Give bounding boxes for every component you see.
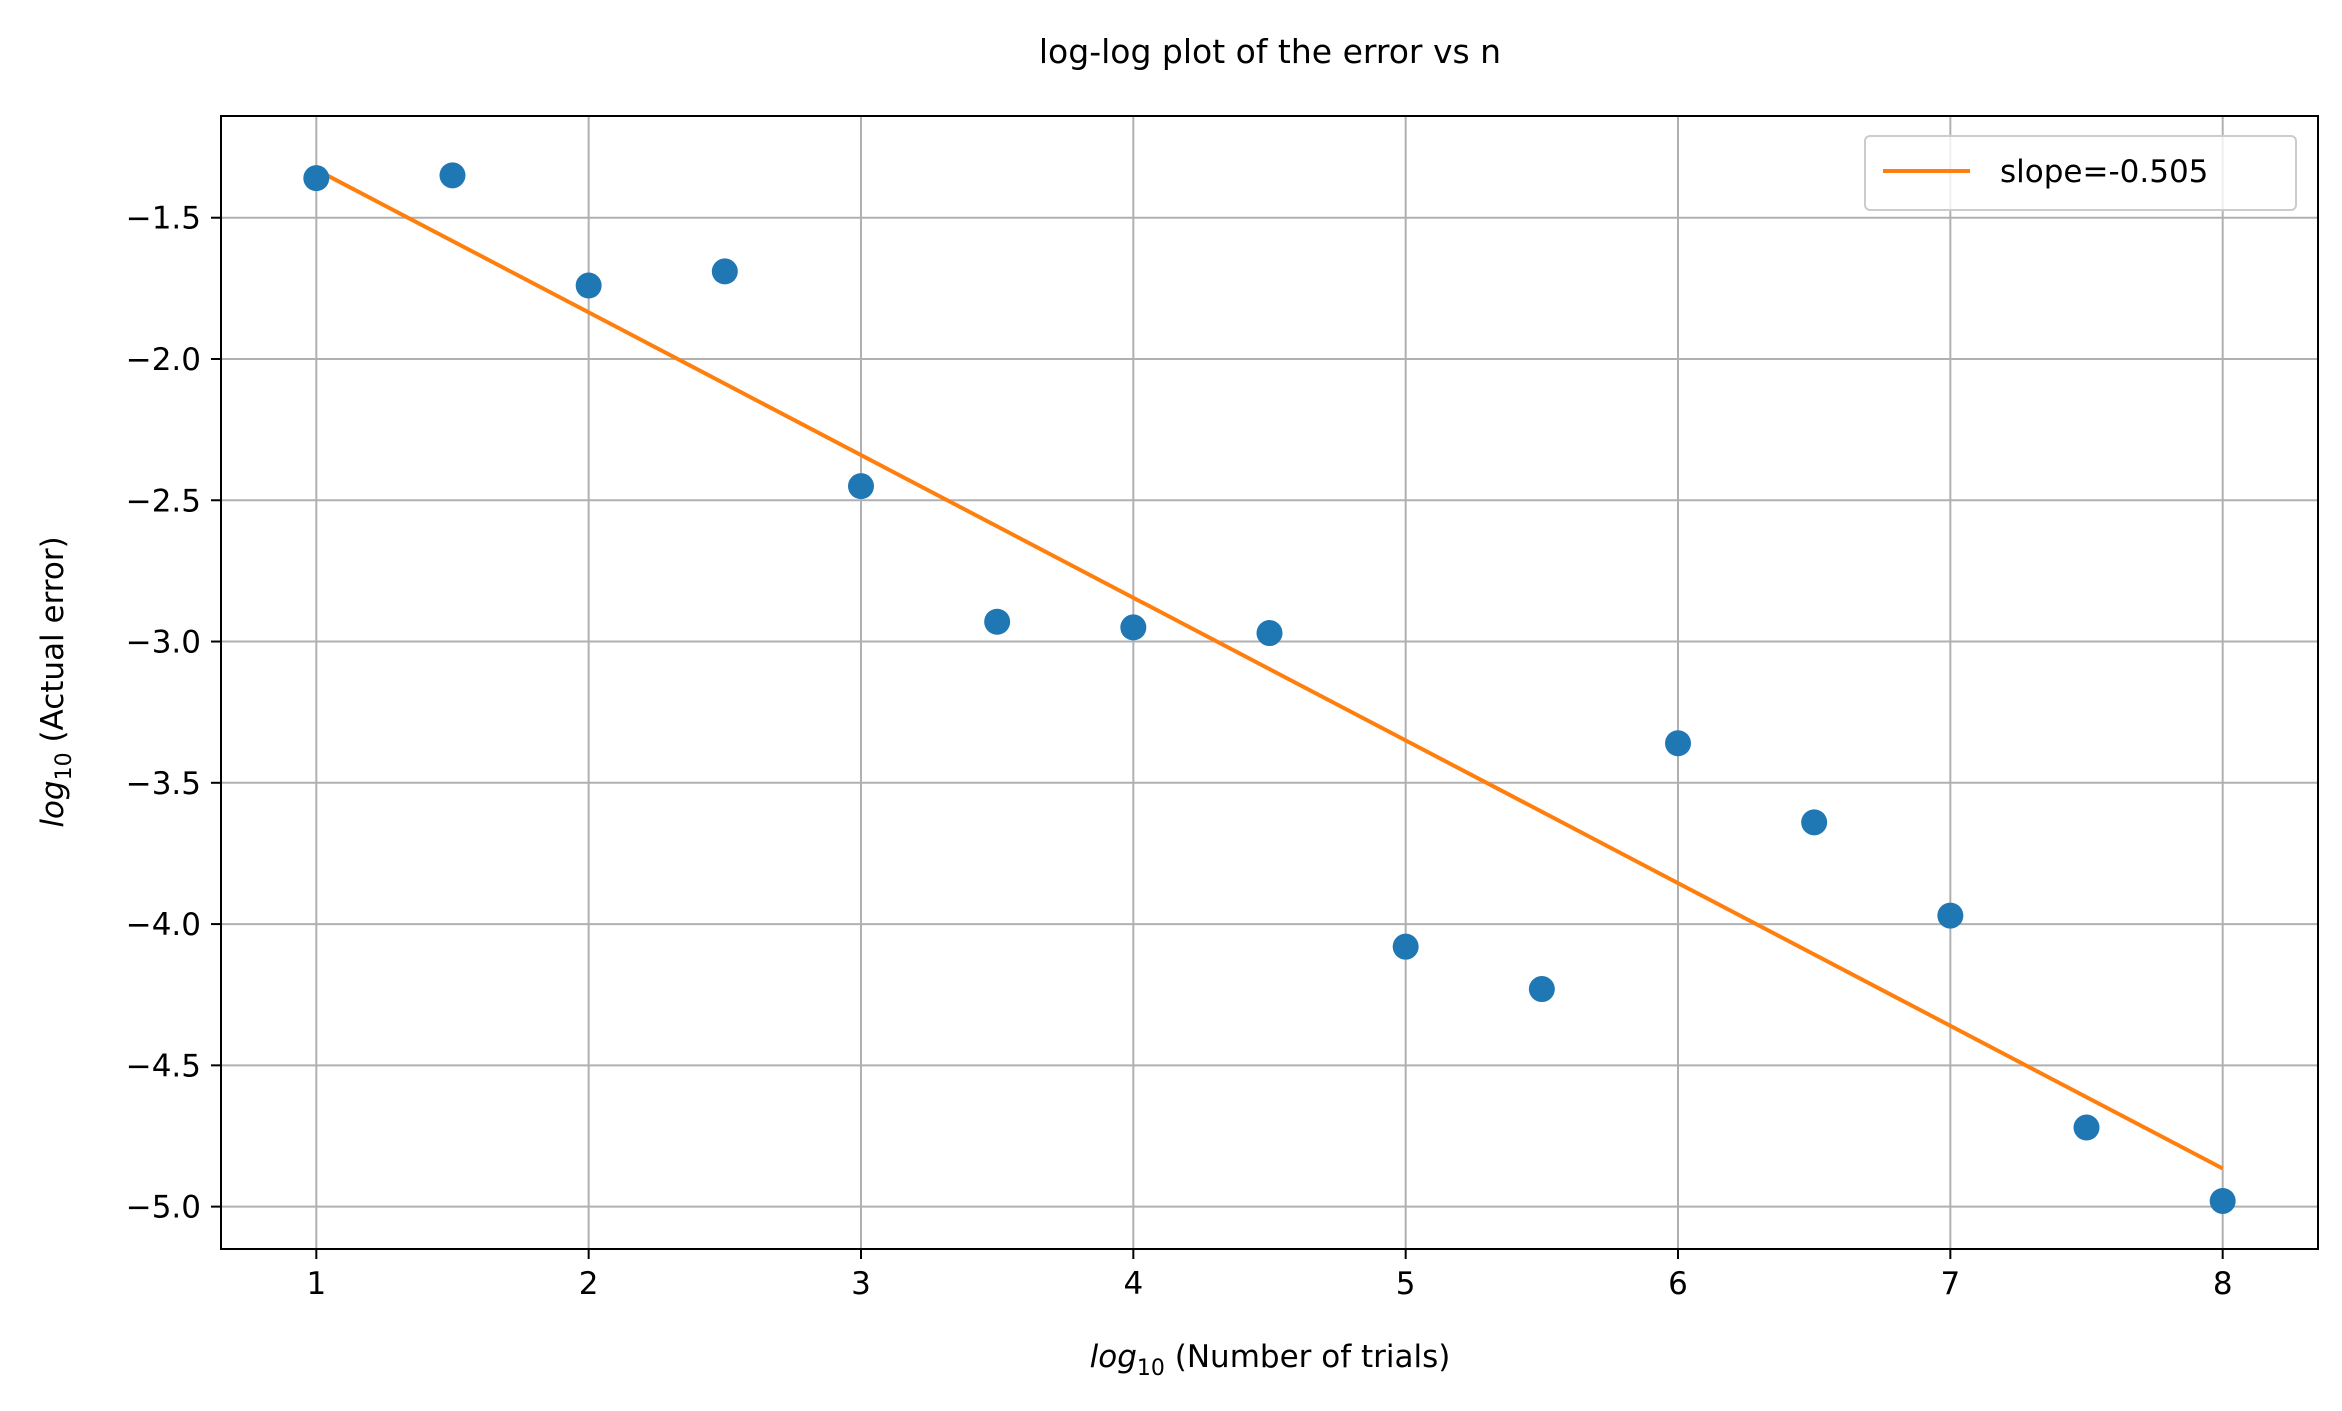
data-point [1801,809,1828,836]
data-point [1937,902,1964,929]
y-tick-label: −3.0 [126,625,201,661]
x-axis-label-text: (Number of trials) [1165,1339,1450,1375]
y-tick-label: −3.5 [126,766,201,802]
x-tick-label: 3 [851,1266,871,1302]
y-tick-label: −4.5 [126,1048,201,1084]
data-point [984,608,1011,635]
data-point [2073,1114,2100,1141]
y-tick-label: −5.0 [126,1190,201,1226]
y-tick-label: −2.0 [126,342,201,378]
x-tick-label: 8 [2213,1266,2233,1302]
x-tick-label: 7 [1940,1266,1960,1302]
plot-area [303,162,2236,1214]
y-tick-label: −1.5 [126,201,201,237]
data-point [711,258,738,285]
y-axis-label-text: (Actual error) [35,536,71,752]
x-tick-label: 6 [1668,1266,1688,1302]
chart-title: log-log plot of the error vs n [1039,32,1501,71]
data-point [303,165,330,192]
data-point [1256,620,1283,647]
data-point [1392,933,1419,960]
data-point [1120,614,1147,641]
legend: slope=-0.505 [1864,135,2297,211]
x-tick-label: 5 [1396,1266,1416,1302]
data-point [439,162,466,189]
data-point [847,473,874,500]
x-tick-label: 2 [579,1266,599,1302]
axis-ticks: 1 2 3 4 5 6 7 8 −1.5 −2.0 −2.5 −3.0 −3.5 −4.0 −4.5 −5.0 [126,201,2233,1302]
x-axis-label-log: log [1090,1339,1137,1375]
y-axis-label-log: log [35,780,71,827]
data-point [575,272,602,299]
legend-label-slope: slope=-0.505 [2000,154,2208,190]
x-axis-label: log10 (Number of trials) [1090,1339,1451,1381]
fit-line [315,167,2224,1171]
data-point [1528,976,1555,1003]
data-point [2209,1187,2236,1214]
x-tick-label: 1 [306,1266,326,1302]
x-tick-label: 4 [1123,1266,1143,1302]
legend-frame [1864,135,2297,211]
grid-lines [221,116,2318,1249]
data-point [1665,730,1692,757]
y-axis-label: log10 (Actual error) [35,536,77,827]
x-axis-label-subscript: 10 [1137,1356,1165,1381]
y-axis-label-subscript: 10 [52,752,77,780]
y-tick-label: −4.0 [126,907,201,943]
y-tick-label: −2.5 [126,483,201,519]
axes-frame [220,115,2319,1250]
